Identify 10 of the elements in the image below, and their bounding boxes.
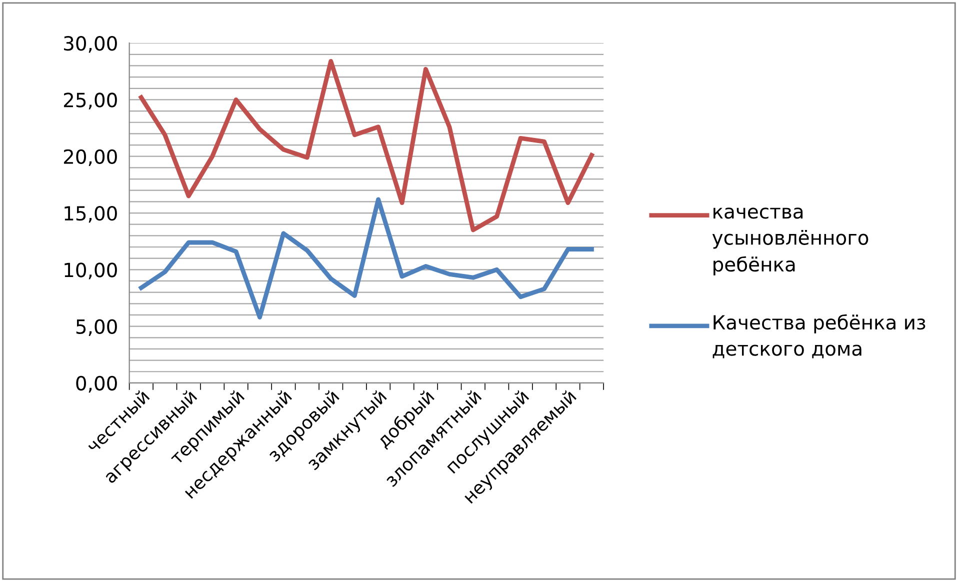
legend-label: качества усыновлённого ребёнка: [712, 208, 868, 276]
y-tick-label: 20,00: [64, 149, 117, 166]
y-tick-label: 10,00: [64, 262, 117, 280]
y-tick-label: 5,00: [76, 319, 117, 336]
line-series: [138, 197, 594, 320]
y-tick-label: 15,00: [64, 206, 117, 223]
y-tick-label: 30,00: [64, 36, 117, 53]
y-tick-label: 25,00: [64, 92, 117, 110]
line-series: [138, 58, 594, 232]
legend-label: Качества ребёнка из детского дома: [712, 314, 926, 358]
